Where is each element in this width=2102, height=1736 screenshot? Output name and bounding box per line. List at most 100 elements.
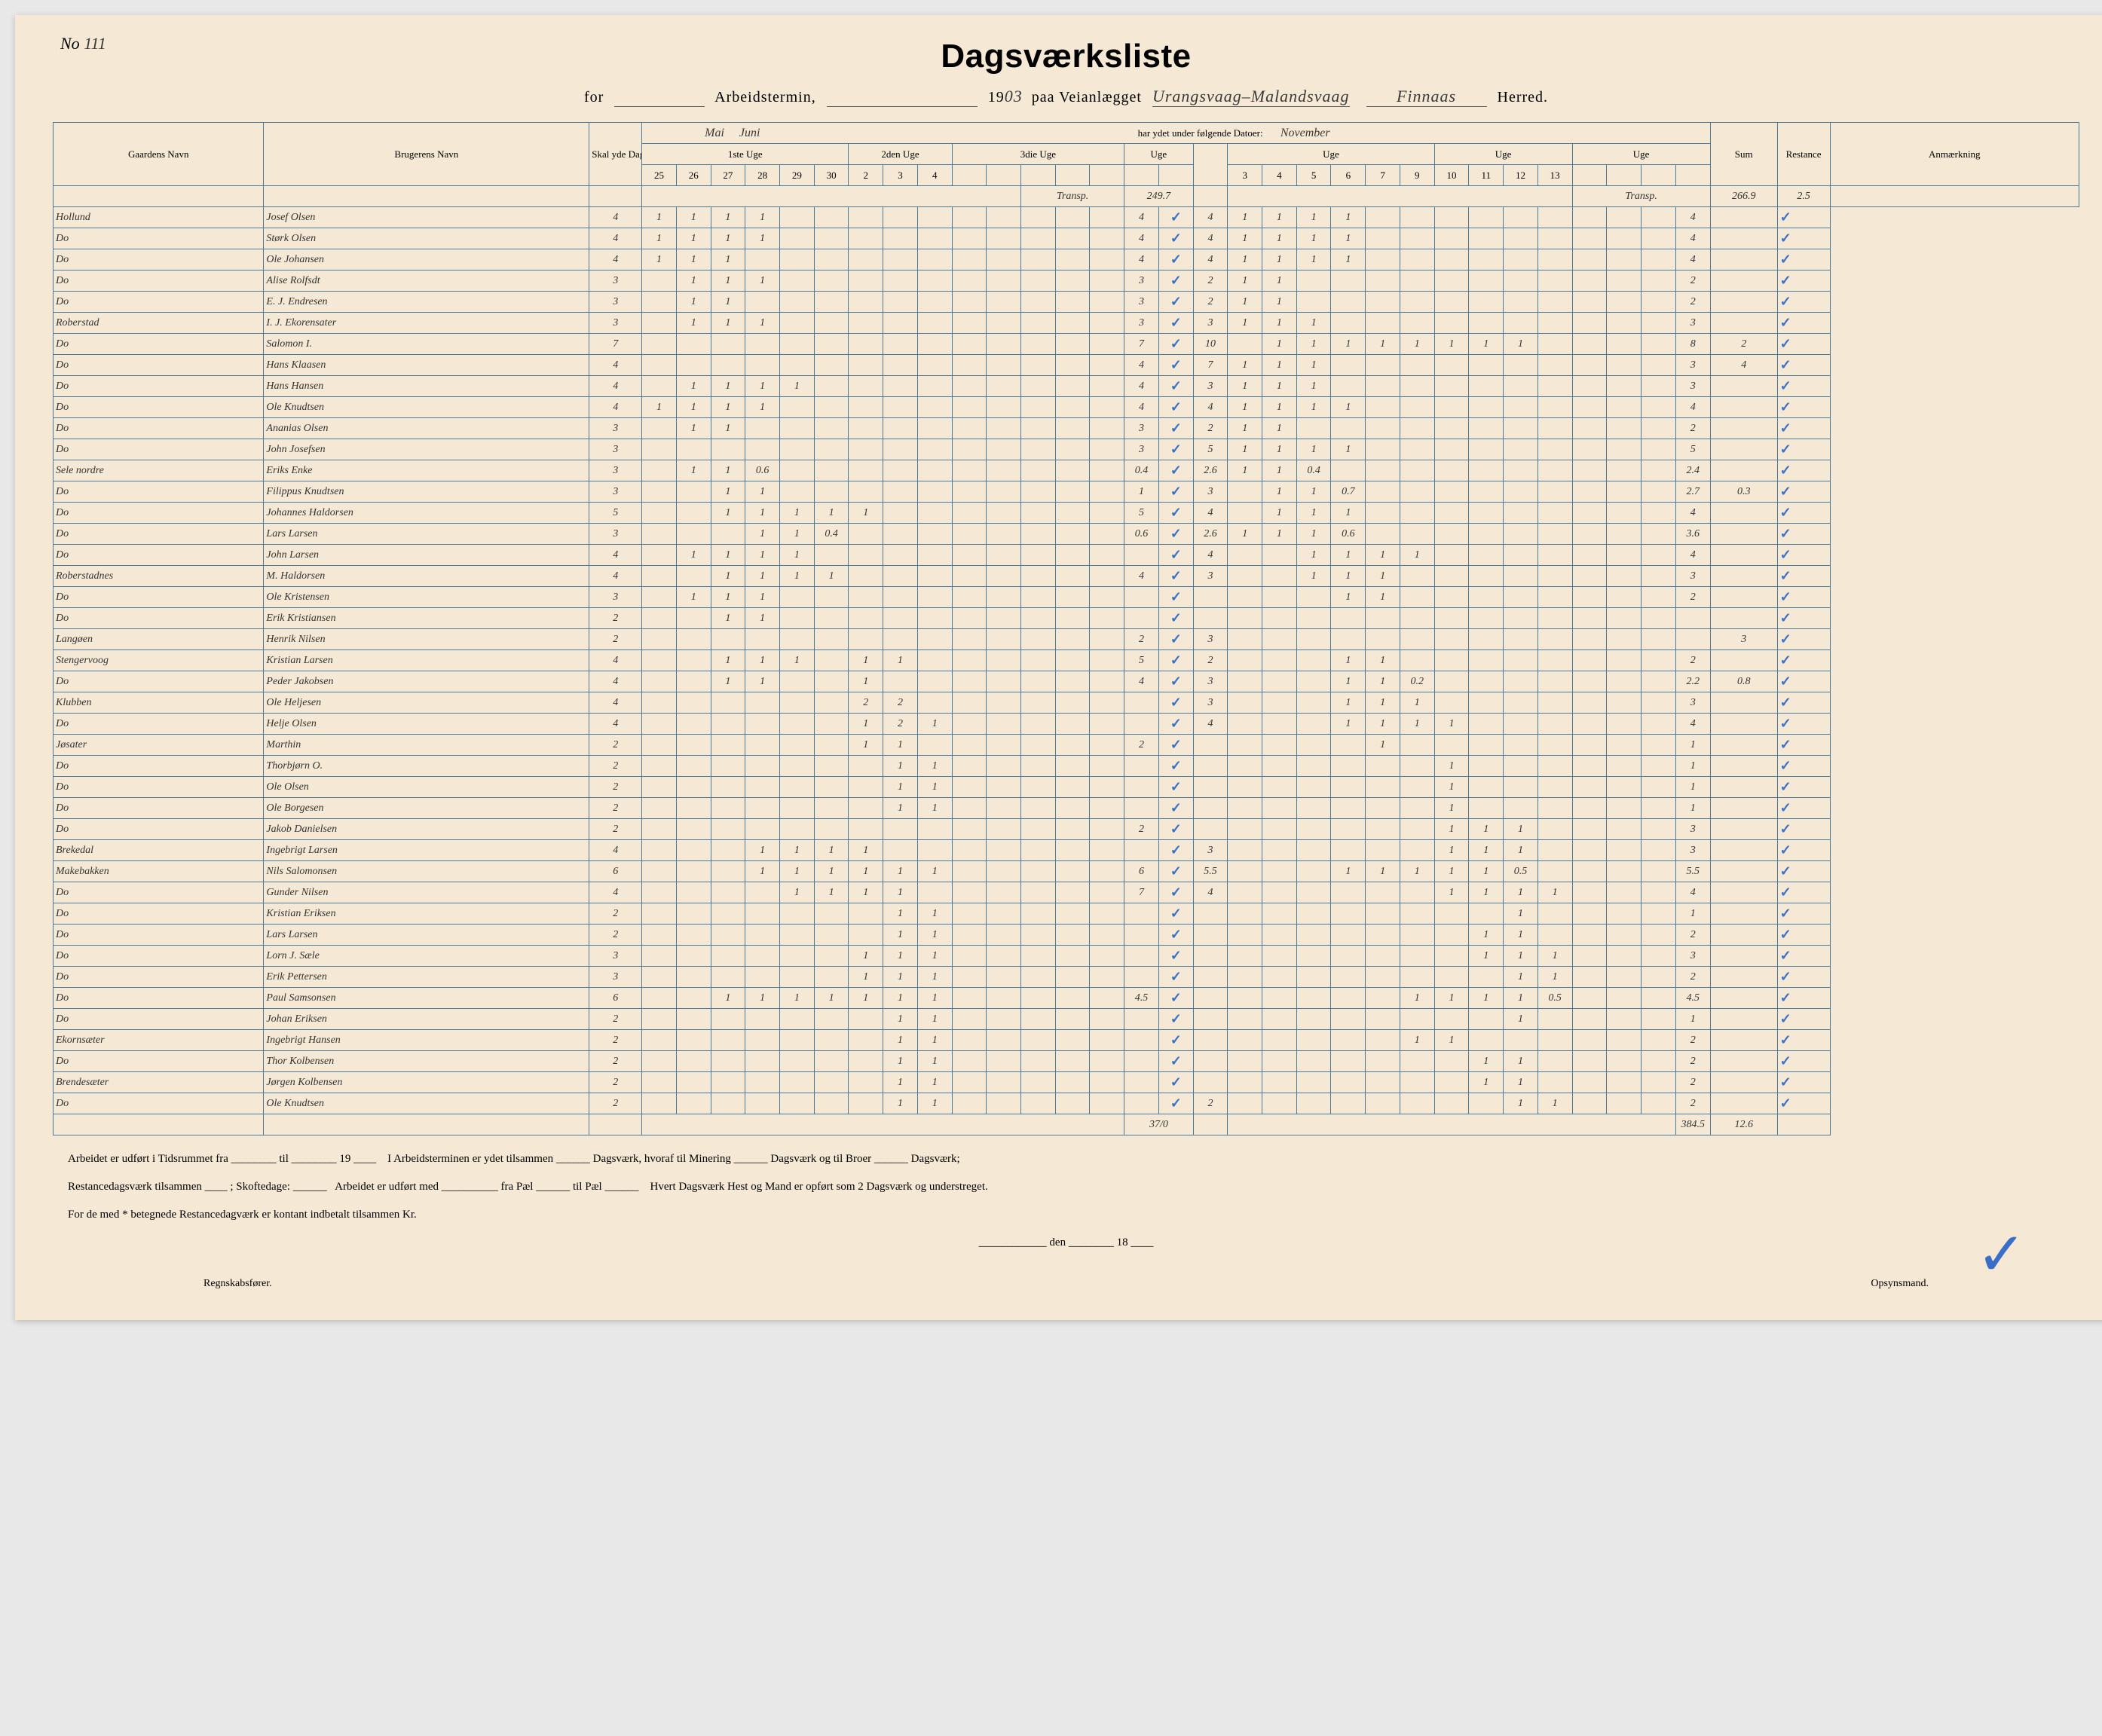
table-row: DoAnanias Olsen3113✓2112✓ — [54, 418, 2079, 439]
check-icon: ✓ — [1170, 399, 1182, 414]
col-rest: Restance — [1777, 123, 1830, 186]
check-icon: ✓ — [1170, 779, 1182, 794]
datoer-header: Mai Juni har ydet under følgende Datoer:… — [642, 123, 1711, 144]
table-row: Sele nordreEriks Enke3110.60.4✓2.6110.42… — [54, 460, 2079, 481]
uge2: 2den Uge — [849, 144, 952, 165]
month-juni: Juni — [739, 127, 760, 140]
table-row: DoAlise Rolfsdt31113✓2112✓ — [54, 270, 2079, 292]
month-nov: November — [1280, 127, 1330, 139]
year-prefix: 19 — [988, 89, 1005, 105]
check-icon: ✓ — [1780, 716, 1791, 731]
check-icon: ✓ — [1170, 336, 1182, 351]
day-header: 5 — [1296, 165, 1331, 186]
check-icon: ✓ — [1780, 758, 1791, 773]
table-row: MakebakkenNils Salomonsen61111116✓5.5111… — [54, 861, 2079, 882]
uge5: Uge — [1228, 144, 1434, 165]
day-header-blank — [1090, 165, 1124, 186]
check-icon: ✓ — [1170, 273, 1182, 288]
table-row: RoberstadI. J. Ekorensater31113✓31113✓ — [54, 313, 2079, 334]
day-header-blank — [1124, 165, 1159, 186]
transp-out-rest: 2.5 — [1777, 186, 1830, 207]
day-header-blank — [1158, 165, 1193, 186]
page-no-label: No — [60, 34, 80, 53]
transport-in-row: Transp. 249.7 Transp. 266.9 2.5 — [54, 186, 2079, 207]
transp-in-value: 249.7 — [1124, 186, 1193, 207]
check-icon: ✓ — [1780, 209, 1791, 225]
check-icon: ✓ — [1170, 716, 1182, 731]
table-header: Gaardens Navn Brugerens Navn Skal yde Da… — [54, 123, 2079, 186]
check-icon: ✓ — [1170, 484, 1182, 499]
mid-blank — [1193, 144, 1228, 186]
day-header: 13 — [1537, 165, 1572, 186]
check-icon: ✓ — [1170, 378, 1182, 393]
approval-check-icon: ✓ — [1976, 1219, 2027, 1290]
table-row: BrendesæterJørgen Kolbensen211✓112✓ — [54, 1072, 2079, 1093]
table-row: DoPaul Samsonsen611111114.5✓11110.54.5✓ — [54, 988, 2079, 1009]
check-icon: ✓ — [1170, 463, 1182, 478]
check-icon: ✓ — [1780, 1096, 1791, 1111]
check-icon: ✓ — [1780, 378, 1791, 393]
check-icon: ✓ — [1780, 505, 1791, 520]
day-header-blank — [1607, 165, 1642, 186]
check-icon: ✓ — [1170, 990, 1182, 1005]
table-body: Transp. 249.7 Transp. 266.9 2.5 HollundJ… — [54, 186, 2079, 1135]
uge1: 1ste Uge — [642, 144, 849, 165]
col-bruger: Brugerens Navn — [264, 123, 589, 186]
check-icon: ✓ — [1170, 231, 1182, 246]
table-row: DoOle Kristensen3111✓112✓ — [54, 587, 2079, 608]
table-row: DoJakob Danielsen22✓1113✓ — [54, 819, 2079, 840]
check-icon: ✓ — [1170, 695, 1182, 710]
footer-line-1: Arbeidet er udført i Tidsrummet fra ____… — [68, 1147, 2064, 1172]
check-icon: ✓ — [1170, 758, 1182, 773]
table-row: DoOle Borgesen211✓11✓ — [54, 798, 2079, 819]
table-row: DoPeder Jakobsen41114✓3110.22.20.8✓ — [54, 671, 2079, 692]
table-row: DoOle Knudtsen411114✓411114✓ — [54, 397, 2079, 418]
check-icon: ✓ — [1170, 1032, 1182, 1047]
check-icon: ✓ — [1170, 906, 1182, 921]
check-icon: ✓ — [1780, 906, 1791, 921]
footer-line-3: For de med * betegnede Restancedagværk e… — [68, 1203, 2064, 1227]
check-icon: ✓ — [1780, 990, 1791, 1005]
check-icon: ✓ — [1170, 1074, 1182, 1090]
day-header: 3 — [1228, 165, 1262, 186]
footer: Arbeidet er udført i Tidsrummet fra ____… — [53, 1147, 2079, 1255]
day-header-blank — [1021, 165, 1056, 186]
day-header: 4 — [917, 165, 952, 186]
page-no-value: 111 — [84, 34, 106, 53]
check-icon: ✓ — [1780, 294, 1791, 309]
check-icon: ✓ — [1170, 1053, 1182, 1068]
check-icon: ✓ — [1170, 589, 1182, 604]
check-icon: ✓ — [1170, 442, 1182, 457]
check-icon: ✓ — [1170, 842, 1182, 857]
table-row: DoErik Kristiansen211✓✓ — [54, 608, 2079, 629]
check-icon: ✓ — [1780, 273, 1791, 288]
month-mai: Mai — [705, 127, 724, 140]
day-header: 30 — [814, 165, 849, 186]
day-header: 29 — [779, 165, 814, 186]
table-row: DoLorn J. Sæle3111✓1113✓ — [54, 946, 2079, 967]
table-row: DoOle Johansen41114✓411114✓ — [54, 249, 2079, 270]
check-icon: ✓ — [1780, 357, 1791, 372]
day-header: 7 — [1366, 165, 1400, 186]
uge4: Uge — [1124, 144, 1193, 165]
table-row: DoOle Knudtsen211✓2112✓ — [54, 1093, 2079, 1114]
table-row: DoOle Olsen211✓11✓ — [54, 777, 2079, 798]
paa-label: paa Veianlægget — [1032, 89, 1142, 105]
day-header: 9 — [1400, 165, 1434, 186]
check-icon: ✓ — [1780, 1053, 1791, 1068]
table-row: DoStørk Olsen411114✓411114✓ — [54, 228, 2079, 249]
col-skal: Skal yde Dagsværk — [589, 123, 642, 186]
check-icon: ✓ — [1780, 674, 1791, 689]
table-row: DoKristian Eriksen211✓11✓ — [54, 903, 2079, 925]
check-icon: ✓ — [1170, 800, 1182, 815]
check-icon: ✓ — [1780, 336, 1791, 351]
check-icon: ✓ — [1780, 420, 1791, 436]
check-icon: ✓ — [1170, 526, 1182, 541]
check-icon: ✓ — [1170, 315, 1182, 330]
check-icon: ✓ — [1780, 547, 1791, 562]
check-icon: ✓ — [1780, 842, 1791, 857]
sig-opsyn: Opsynsmand. — [1871, 1278, 1929, 1290]
check-icon: ✓ — [1170, 885, 1182, 900]
day-header-blank — [952, 165, 987, 186]
anlegg-name: Urangsvaag–Malandsvaag — [1152, 87, 1350, 107]
